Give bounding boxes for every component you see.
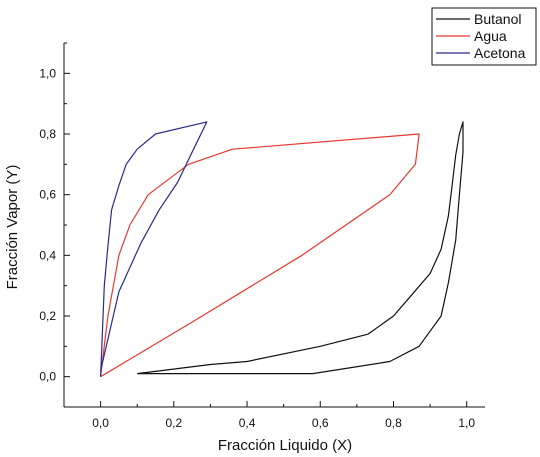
- legend-label-acetona: Acetona: [474, 45, 526, 61]
- y-tick-label: 0,6: [39, 188, 56, 202]
- axes: [63, 42, 485, 408]
- legend-label-agua: Agua: [474, 28, 507, 44]
- tick-labels: 0,0 0,2 0,4 0,6 0,8 1,0 0,0 0,2 0,4 0,6 0,8 1,0: [39, 66, 475, 430]
- y-tick-label: 0,8: [39, 127, 56, 141]
- series-line-agua: [100, 133, 420, 378]
- series-line-acetona: [100, 121, 208, 377]
- y-axis-label: Fracción Vapor (Y): [4, 165, 21, 290]
- series-group: [100, 121, 464, 378]
- x-tick-label: 1,0: [458, 416, 475, 430]
- x-tick-label: 0,4: [239, 416, 256, 430]
- y-tick-label: 0,2: [39, 309, 56, 323]
- y-tick-label: 1,0: [39, 66, 56, 80]
- series-line-butanol: [137, 121, 464, 375]
- x-tick-label: 0,0: [92, 416, 109, 430]
- y-tick-label: 0,4: [39, 248, 56, 262]
- legend-label-butanol: Butanol: [474, 11, 521, 27]
- y-tick-label: 0,0: [39, 370, 56, 384]
- x-axis-label: Fracción Liquido (X): [218, 437, 352, 454]
- x-tick-label: 0,6: [312, 416, 329, 430]
- x-tick-label: 0,2: [165, 416, 182, 430]
- x-tick-label: 0,8: [385, 416, 402, 430]
